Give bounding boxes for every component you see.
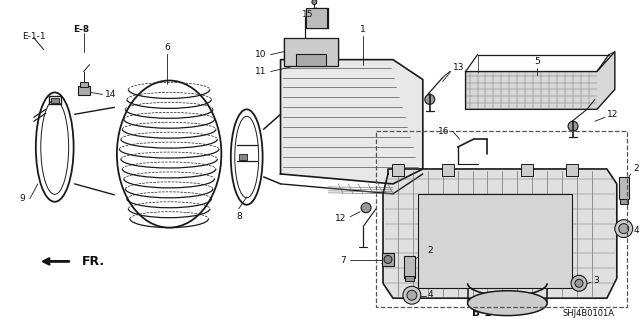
Bar bbox=[239, 154, 247, 160]
Bar bbox=[418, 194, 572, 288]
Polygon shape bbox=[383, 169, 617, 298]
Bar bbox=[442, 164, 454, 176]
Text: 6: 6 bbox=[164, 43, 170, 52]
Text: 16: 16 bbox=[438, 127, 450, 136]
Bar bbox=[566, 164, 578, 176]
Text: 2: 2 bbox=[634, 165, 639, 174]
Circle shape bbox=[312, 0, 317, 4]
Circle shape bbox=[575, 279, 583, 287]
Bar bbox=[284, 38, 339, 66]
Polygon shape bbox=[465, 52, 615, 109]
Circle shape bbox=[403, 286, 421, 304]
Circle shape bbox=[407, 290, 417, 300]
Text: 10: 10 bbox=[255, 50, 267, 59]
Text: 8: 8 bbox=[236, 212, 242, 221]
Circle shape bbox=[571, 275, 587, 291]
Text: 5: 5 bbox=[534, 57, 540, 66]
Bar bbox=[620, 199, 628, 204]
Text: E-8: E-8 bbox=[74, 25, 90, 34]
Bar bbox=[376, 131, 627, 307]
Ellipse shape bbox=[468, 291, 547, 315]
Bar bbox=[51, 98, 59, 103]
Circle shape bbox=[615, 220, 633, 238]
Text: 4: 4 bbox=[428, 290, 433, 299]
Bar bbox=[382, 254, 394, 266]
Bar bbox=[77, 86, 90, 95]
Text: 4: 4 bbox=[634, 226, 639, 235]
Circle shape bbox=[361, 203, 371, 213]
Bar bbox=[522, 164, 533, 176]
Ellipse shape bbox=[235, 116, 259, 198]
Text: 14: 14 bbox=[104, 90, 116, 99]
Text: 15: 15 bbox=[302, 11, 314, 19]
Text: 13: 13 bbox=[452, 63, 464, 72]
Bar bbox=[619, 177, 628, 199]
Text: 7: 7 bbox=[340, 256, 346, 265]
Text: 12: 12 bbox=[335, 214, 346, 223]
Text: 1: 1 bbox=[360, 25, 366, 34]
Text: B-1-5: B-1-5 bbox=[472, 308, 503, 318]
Text: E-1-1: E-1-1 bbox=[22, 32, 45, 41]
Text: SHJ4B0101A: SHJ4B0101A bbox=[562, 308, 614, 318]
Circle shape bbox=[384, 256, 392, 263]
Bar bbox=[392, 164, 404, 176]
Polygon shape bbox=[280, 60, 423, 184]
Text: 11: 11 bbox=[255, 67, 267, 76]
Text: 3: 3 bbox=[593, 276, 598, 285]
Circle shape bbox=[425, 94, 435, 104]
Circle shape bbox=[568, 121, 578, 131]
Bar bbox=[79, 82, 88, 87]
Ellipse shape bbox=[41, 100, 68, 194]
Text: 2: 2 bbox=[428, 246, 433, 255]
Circle shape bbox=[619, 224, 628, 234]
Text: FR.: FR. bbox=[81, 255, 105, 268]
Text: 9: 9 bbox=[19, 194, 25, 203]
Bar bbox=[296, 54, 326, 66]
Bar bbox=[307, 8, 327, 28]
Bar bbox=[404, 256, 415, 278]
Bar bbox=[405, 276, 414, 281]
Text: 12: 12 bbox=[607, 110, 618, 119]
